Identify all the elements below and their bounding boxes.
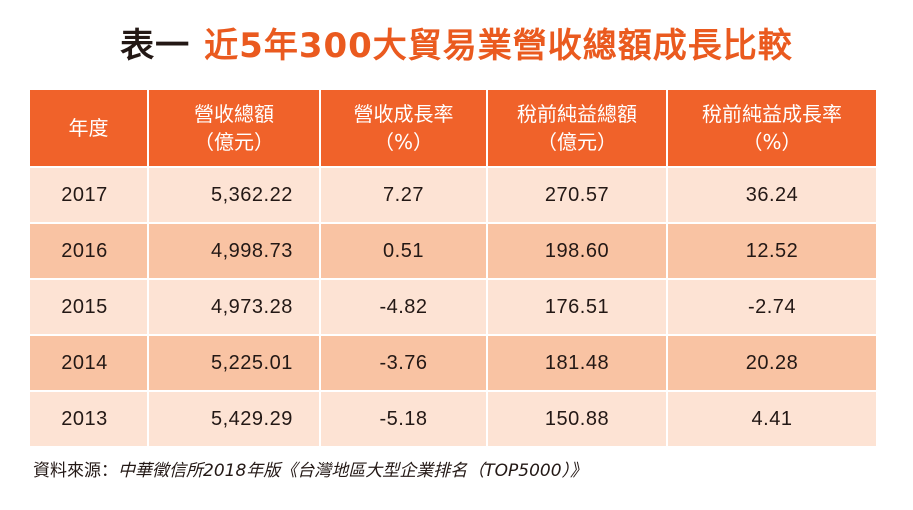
cell-year: 2017 bbox=[30, 166, 149, 223]
cell-revenue: 5,429.29 bbox=[148, 390, 321, 446]
header-pretax-profit-label: 稅前純益總額 bbox=[517, 102, 637, 126]
header-profit-growth-label: 稅前純益成長率 bbox=[702, 102, 842, 126]
table-number: 表一 bbox=[120, 26, 191, 66]
header-year-label: 年度 bbox=[68, 116, 109, 140]
cell-profit-growth: 20.28 bbox=[667, 334, 876, 391]
cell-year: 2015 bbox=[30, 278, 149, 335]
cell-revenue-growth: 0.51 bbox=[320, 222, 488, 279]
header-revenue-unit: （億元） bbox=[194, 130, 274, 154]
cell-profit-growth: 36.24 bbox=[667, 166, 876, 223]
header-pretax-profit-unit: （億元） bbox=[537, 130, 617, 154]
cell-revenue-growth: -5.18 bbox=[320, 390, 488, 446]
table-header-row: 年度 營收總額 （億元） 營收成長率 （%） 稅前純益總額 （億元） 稅前純益成… bbox=[30, 90, 876, 167]
cell-pretax-profit: 150.88 bbox=[487, 390, 668, 446]
cell-revenue-growth: -4.82 bbox=[320, 278, 488, 335]
source-text: 中華徵信所2018年版《台灣地區大型企業排名（TOP5000）》 bbox=[118, 461, 588, 481]
source-note: 資料來源：中華徵信所2018年版《台灣地區大型企業排名（TOP5000）》 bbox=[33, 456, 587, 481]
cell-revenue-growth: 7.27 bbox=[320, 166, 488, 223]
header-revenue-label: 營收總額 bbox=[194, 102, 274, 126]
cell-revenue: 4,998.73 bbox=[148, 222, 321, 279]
data-table: 年度 營收總額 （億元） 營收成長率 （%） 稅前純益總額 （億元） 稅前純益成… bbox=[30, 90, 876, 446]
table-title: 近5年300大貿易業營收總額成長比較 bbox=[204, 26, 793, 66]
cell-revenue: 5,225.01 bbox=[148, 334, 321, 391]
table-row: 2015 4,973.28 -4.82 176.51 -2.74 bbox=[30, 278, 876, 335]
page-title: 表一 近5年300大貿易業營收總額成長比較 bbox=[0, 18, 913, 67]
header-pretax-profit: 稅前純益總額 （億元） bbox=[487, 90, 668, 167]
header-revenue: 營收總額 （億元） bbox=[148, 90, 321, 167]
cell-revenue-growth: -3.76 bbox=[320, 334, 488, 391]
table-row: 2014 5,225.01 -3.76 181.48 20.28 bbox=[30, 334, 876, 391]
table-row: 2017 5,362.22 7.27 270.57 36.24 bbox=[30, 166, 876, 223]
cell-year: 2016 bbox=[30, 222, 149, 279]
cell-profit-growth: 4.41 bbox=[667, 390, 876, 446]
cell-pretax-profit: 181.48 bbox=[487, 334, 668, 391]
cell-year: 2013 bbox=[30, 390, 149, 446]
header-year: 年度 bbox=[30, 90, 149, 167]
cell-revenue: 4,973.28 bbox=[148, 278, 321, 335]
header-revenue-growth-unit: （%） bbox=[373, 130, 433, 154]
table-row: 2016 4,998.73 0.51 198.60 12.52 bbox=[30, 222, 876, 279]
table-row: 2013 5,429.29 -5.18 150.88 4.41 bbox=[30, 390, 876, 446]
cell-pretax-profit: 270.57 bbox=[487, 166, 668, 223]
header-profit-growth-unit: （%） bbox=[742, 130, 802, 154]
header-revenue-growth-label: 營收成長率 bbox=[353, 102, 454, 126]
header-revenue-growth: 營收成長率 （%） bbox=[320, 90, 488, 167]
header-profit-growth: 稅前純益成長率 （%） bbox=[667, 90, 876, 167]
cell-profit-growth: -2.74 bbox=[667, 278, 876, 335]
cell-profit-growth: 12.52 bbox=[667, 222, 876, 279]
cell-pretax-profit: 176.51 bbox=[487, 278, 668, 335]
source-label: 資料來源： bbox=[33, 461, 118, 481]
cell-year: 2014 bbox=[30, 334, 149, 391]
cell-revenue: 5,362.22 bbox=[148, 166, 321, 223]
cell-pretax-profit: 198.60 bbox=[487, 222, 668, 279]
